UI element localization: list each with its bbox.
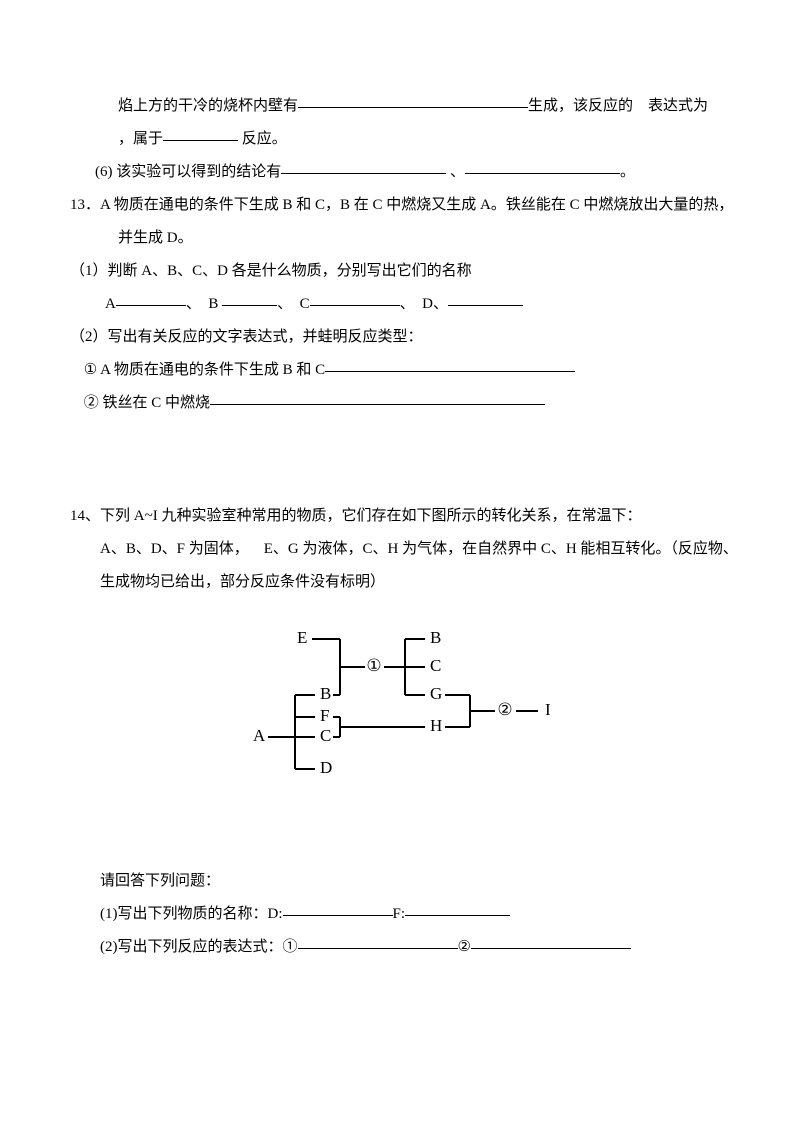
svg-text:A: A	[253, 726, 266, 745]
label-a: A	[105, 296, 116, 312]
blank	[471, 934, 631, 949]
svg-text:B: B	[320, 684, 331, 703]
svg-text:D: D	[320, 758, 332, 777]
q12-line3: (6) 该实验可以得到的结论有 、 。	[70, 156, 730, 189]
q14-line3: 生成物均已给出，部分反应条件没有标明）	[70, 566, 730, 599]
svg-text:I: I	[545, 700, 550, 719]
blank	[210, 390, 545, 405]
svg-text:E: E	[297, 628, 307, 647]
q13-p2: （2）写出有关反应的文字表达式，并蛙明反应类型：	[70, 321, 730, 354]
sep: 、	[450, 164, 465, 180]
text: 请回答下列问题：	[100, 873, 220, 889]
svg-text:B: B	[430, 628, 441, 647]
text: （1）判断 A、B、C、D 各是什么物质，分别写出它们的名称	[70, 263, 472, 279]
blank	[325, 357, 575, 372]
svg-text:C: C	[430, 656, 441, 675]
spacer	[70, 815, 730, 865]
text: （2）写出有关反应的文字表达式，并蛙明反应类型：	[70, 329, 423, 345]
q14-followup: 请回答下列问题：	[70, 865, 730, 898]
q14-p1: (1)写出下列物质的名称：D: F:	[70, 898, 730, 931]
text: ，属于	[118, 131, 163, 147]
q13-sub1: ① A 物质在通电的条件下生成 B 和 C	[70, 354, 730, 387]
label-b: B	[208, 296, 222, 312]
q12-line2: ，属于 反应。	[70, 123, 730, 156]
q14-p2: (2)写出下列反应的表达式：① ②	[70, 931, 730, 964]
svg-text:F: F	[320, 706, 329, 725]
q13-sub2: ② 铁丝在 C 中燃烧	[70, 387, 730, 420]
blank	[448, 291, 523, 306]
svg-text:①: ①	[366, 656, 381, 675]
label-d: D、	[422, 296, 448, 312]
blank	[116, 291, 186, 306]
q-number: 13．	[70, 189, 100, 222]
text: (2)写出下列反应的表达式：①	[100, 939, 298, 955]
label-c: C	[300, 296, 310, 312]
text: 生成物均已给出，部分反应条件没有标明）	[100, 574, 385, 590]
svg-text:G: G	[430, 684, 442, 703]
blank	[298, 934, 458, 949]
blank	[163, 126, 238, 141]
text: 并生成 D。	[118, 230, 193, 246]
text: ②	[458, 939, 471, 955]
blank	[222, 291, 277, 306]
blank	[281, 159, 446, 174]
blank	[310, 291, 400, 306]
q13-p1: （1）判断 A、B、C、D 各是什么物质，分别写出它们的名称	[70, 255, 730, 288]
text: F:	[393, 906, 406, 922]
text: ② 铁丝在 C 中燃烧	[84, 395, 210, 411]
text: (1)写出下列物质的名称：D:	[100, 906, 283, 922]
text: 生成，该反应的 表达式为	[528, 98, 708, 114]
text: 下列 A~I 九种实验室种常用的物质，它们存在如下图所示的转化关系，在常温下：	[100, 508, 641, 524]
sep: 、	[400, 296, 415, 312]
blank	[283, 901, 393, 916]
dot: 。	[620, 164, 635, 180]
text: 焰上方的干冷的烧杯内壁有	[118, 98, 298, 114]
q13-line1: 13．A 物质在通电的条件下生成 B 和 C，B 在 C 中燃烧又生成 A。铁丝…	[70, 189, 730, 222]
text: A 物质在通电的条件下生成 B 和 C，B 在 C 中燃烧又生成 A。铁丝能在 …	[100, 197, 733, 213]
blank	[298, 93, 528, 108]
blank	[405, 901, 510, 916]
q14-line1: 14、下列 A~I 九种实验室种常用的物质，它们存在如下图所示的转化关系，在常温…	[70, 500, 730, 533]
svg-text:②: ②	[497, 700, 512, 719]
q13-abcd: A 、 B 、 C 、 D、	[70, 288, 730, 321]
svg-text:C: C	[320, 726, 331, 745]
sep: 、	[186, 296, 201, 312]
text: A、B、D、F 为固体， E、G 为液体，C、H 为气体，在自然界中 C、H 能…	[100, 541, 738, 557]
blank	[465, 159, 620, 174]
text: (6) 该实验可以得到的结论有	[95, 164, 281, 180]
q12-line1: 焰上方的干冷的烧杯内壁有 生成，该反应的 表达式为	[70, 90, 730, 123]
text: ① A 物质在通电的条件下生成 B 和 C	[84, 362, 325, 378]
text: 反应。	[238, 131, 287, 147]
flow-diagram: ABFCDE①BCGH②I	[250, 617, 550, 805]
svg-text:H: H	[430, 716, 442, 735]
q-number: 14、	[70, 500, 100, 533]
spacer	[70, 420, 730, 500]
q14-line2: A、B、D、F 为固体， E、G 为液体，C、H 为气体，在自然界中 C、H 能…	[70, 533, 730, 566]
sep: 、	[277, 296, 292, 312]
diagram-container: ABFCDE①BCGH②I	[70, 599, 730, 815]
q13-line2: 并生成 D。	[70, 222, 730, 255]
